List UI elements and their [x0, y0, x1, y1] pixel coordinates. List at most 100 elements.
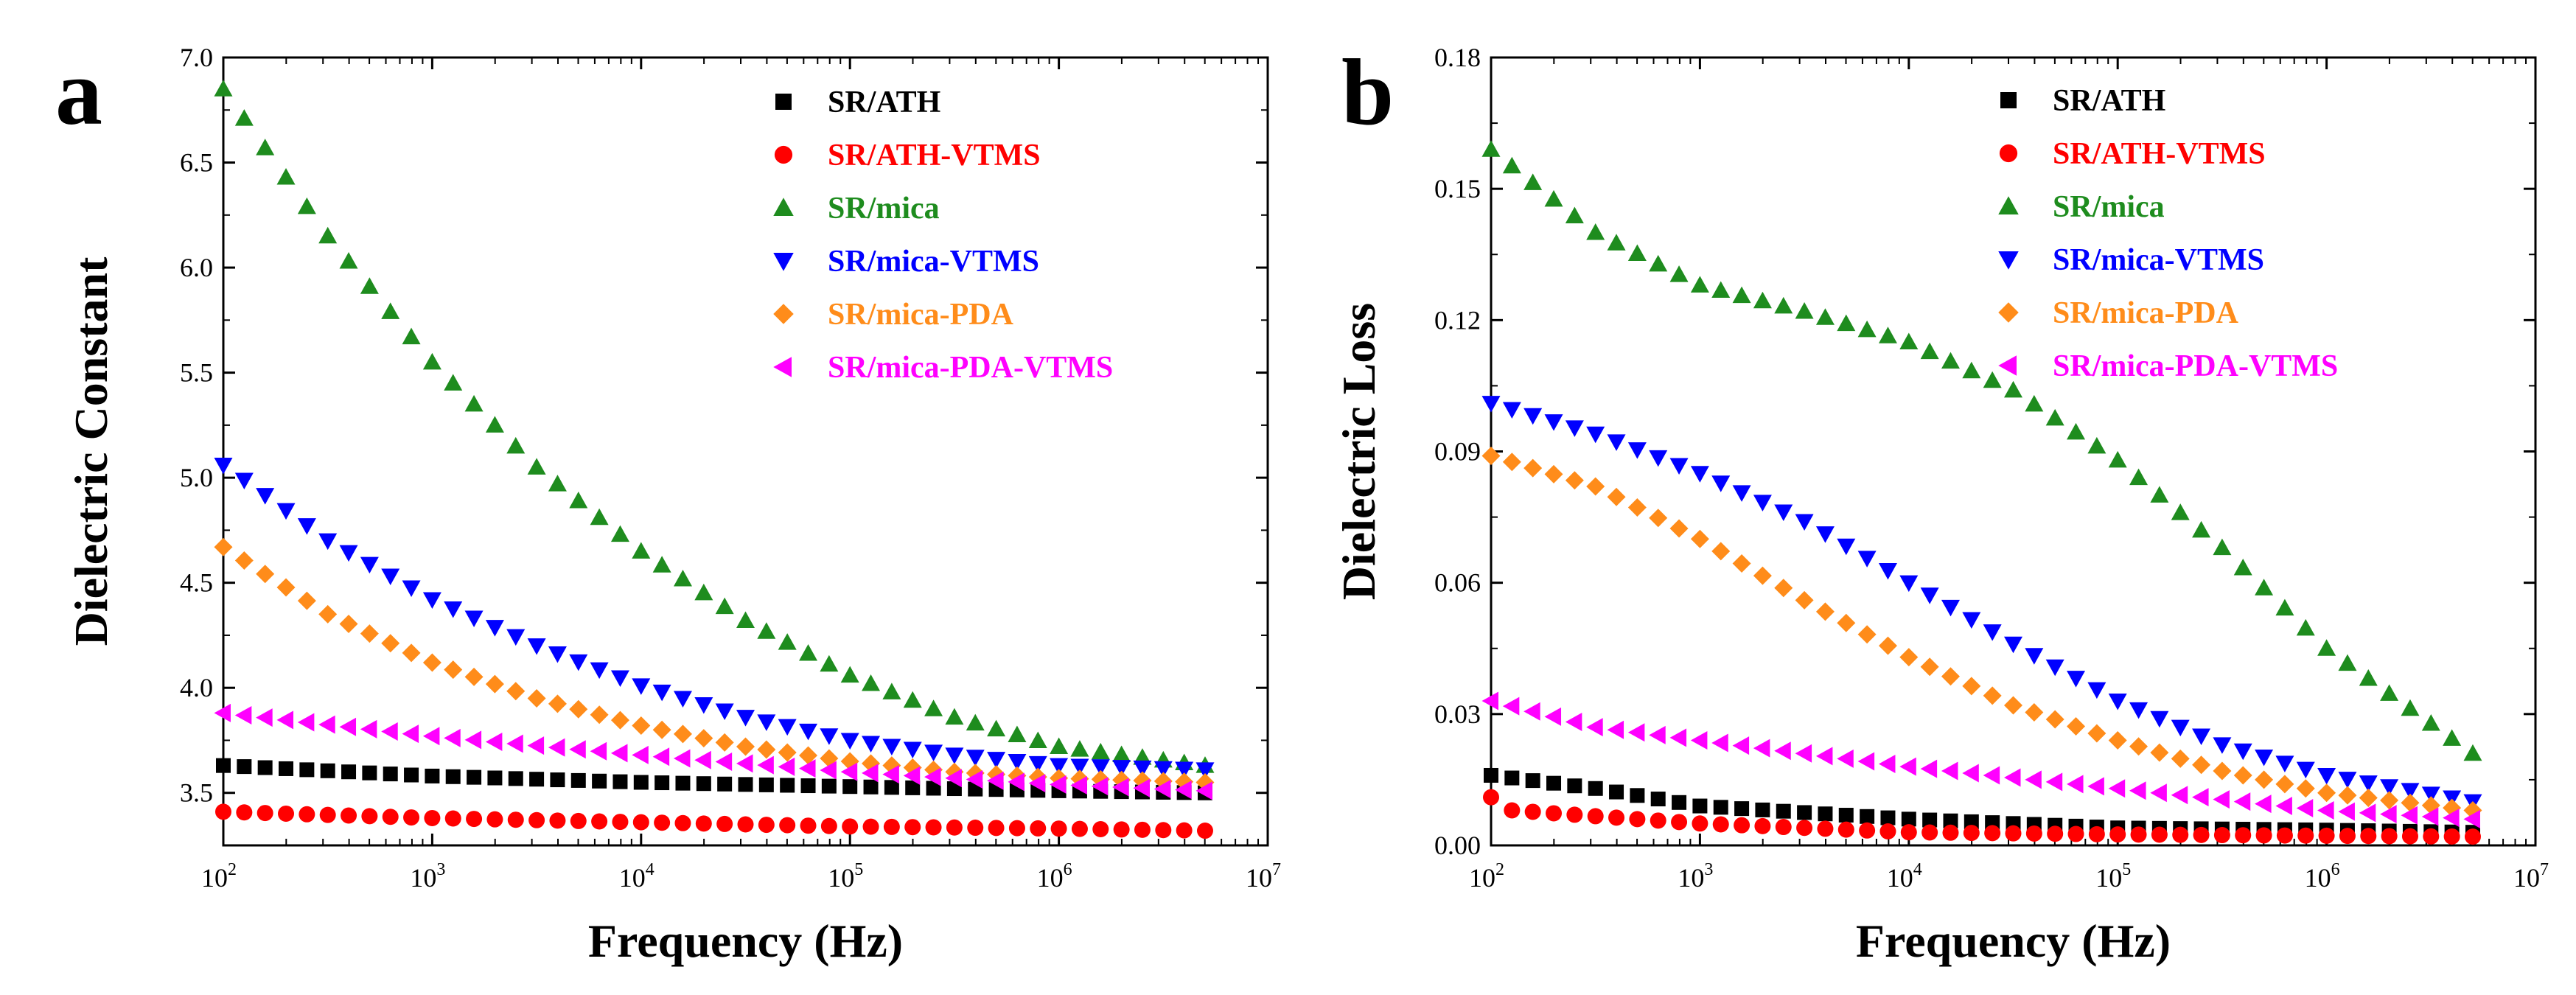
data-point	[2004, 380, 2022, 398]
data-point	[1899, 332, 1919, 350]
data-point	[903, 741, 922, 758]
data-point	[652, 747, 670, 767]
data-point	[673, 749, 691, 768]
data-point	[1753, 291, 1772, 309]
data-point	[1671, 814, 1688, 831]
data-point	[548, 646, 567, 663]
data-point	[1133, 760, 1152, 778]
data-point	[1112, 745, 1131, 763]
data-point	[966, 713, 985, 731]
data-point	[2380, 684, 2399, 701]
data-point	[1943, 813, 1958, 828]
data-point	[2317, 767, 2336, 785]
data-point	[778, 633, 797, 650]
legend-marker	[775, 94, 792, 110]
data-point	[1050, 820, 1067, 837]
data-point	[1544, 189, 1563, 207]
data-point	[2087, 436, 2106, 454]
data-point	[715, 597, 734, 615]
data-point	[632, 814, 649, 831]
data-point	[2275, 775, 2294, 794]
legend-marker	[1998, 196, 2019, 214]
legend-label: SR/ATH-VTMS	[828, 139, 1041, 172]
data-point	[297, 591, 316, 610]
data-point	[1586, 426, 1605, 444]
data-point	[1878, 636, 1897, 655]
data-point	[214, 537, 233, 556]
data-point	[1586, 477, 1605, 496]
data-point	[1627, 498, 1647, 517]
data-point	[1815, 308, 1835, 325]
data-point	[903, 766, 921, 785]
data-point	[799, 643, 818, 661]
data-point	[2192, 520, 2211, 538]
data-point	[506, 734, 523, 753]
data-point	[1134, 821, 1151, 838]
legend-marker	[1998, 355, 2017, 376]
data-point	[1774, 504, 1793, 521]
data-point	[402, 725, 419, 744]
data-point	[1859, 822, 1876, 839]
data-point	[256, 565, 275, 584]
data-point	[1091, 777, 1109, 796]
series-sr-mica-vtms	[1481, 396, 2482, 811]
data-point	[2360, 828, 2377, 845]
data-point	[2004, 696, 2022, 715]
legend-label: SR/mica-VTMS	[828, 245, 1039, 279]
data-point	[1504, 770, 1520, 786]
data-point	[1983, 766, 2000, 785]
data-point	[757, 755, 774, 775]
x-tick-label: 102	[201, 860, 237, 893]
data-point	[548, 694, 567, 713]
data-point	[1795, 744, 1812, 763]
data-point	[214, 458, 233, 475]
data-point	[2067, 422, 2086, 440]
data-point	[1567, 778, 1582, 794]
data-point	[800, 778, 816, 794]
data-point	[341, 807, 357, 824]
data-point	[2359, 789, 2378, 808]
data-point	[1878, 755, 1896, 774]
data-point	[1921, 824, 1938, 841]
data-point	[945, 769, 962, 788]
data-point	[780, 778, 795, 793]
y-tick-label: 0.03	[1434, 699, 1481, 729]
data-point	[632, 678, 651, 695]
data-point	[276, 578, 296, 597]
data-point	[2338, 772, 2357, 789]
chart-panel-b: 102 103 104 105 106 107 0.00 0.03 0.06 0.09 0.12 0.…	[1333, 40, 2549, 967]
data-point	[1609, 784, 1624, 800]
legend-marker	[774, 145, 793, 164]
data-point	[2275, 598, 2294, 616]
data-point	[1797, 805, 1812, 820]
data-point	[2276, 827, 2293, 844]
data-point	[1857, 551, 1877, 568]
data-point	[862, 818, 879, 835]
data-point	[466, 811, 483, 828]
data-point	[1050, 737, 1069, 755]
y-tick-label: 0.12	[1434, 305, 1481, 335]
data-point	[1690, 276, 1709, 293]
data-point	[402, 643, 421, 663]
data-point	[1607, 434, 1626, 451]
data-point	[467, 769, 482, 785]
y-axis-title: Dielectric Constant	[65, 256, 117, 646]
data-point	[883, 818, 900, 835]
data-point	[569, 654, 588, 671]
data-point	[404, 767, 419, 783]
x-tick-label: 102	[1469, 860, 1504, 893]
data-point	[548, 475, 567, 492]
data-point	[1815, 526, 1835, 543]
data-point	[319, 806, 336, 823]
legend-label: SR/mica	[2053, 190, 2165, 224]
series-sr-mica-pda-vtms	[214, 703, 1212, 800]
data-point	[256, 708, 273, 727]
data-point	[2233, 792, 2251, 811]
legend-label: SR/mica-PDA-VTMS	[2053, 349, 2338, 383]
data-point	[2150, 711, 2169, 728]
y-tick-label: 4.5	[180, 568, 213, 598]
data-point	[758, 777, 774, 792]
data-point	[1962, 612, 1981, 629]
data-point	[673, 570, 692, 587]
data-point	[1880, 810, 1896, 825]
